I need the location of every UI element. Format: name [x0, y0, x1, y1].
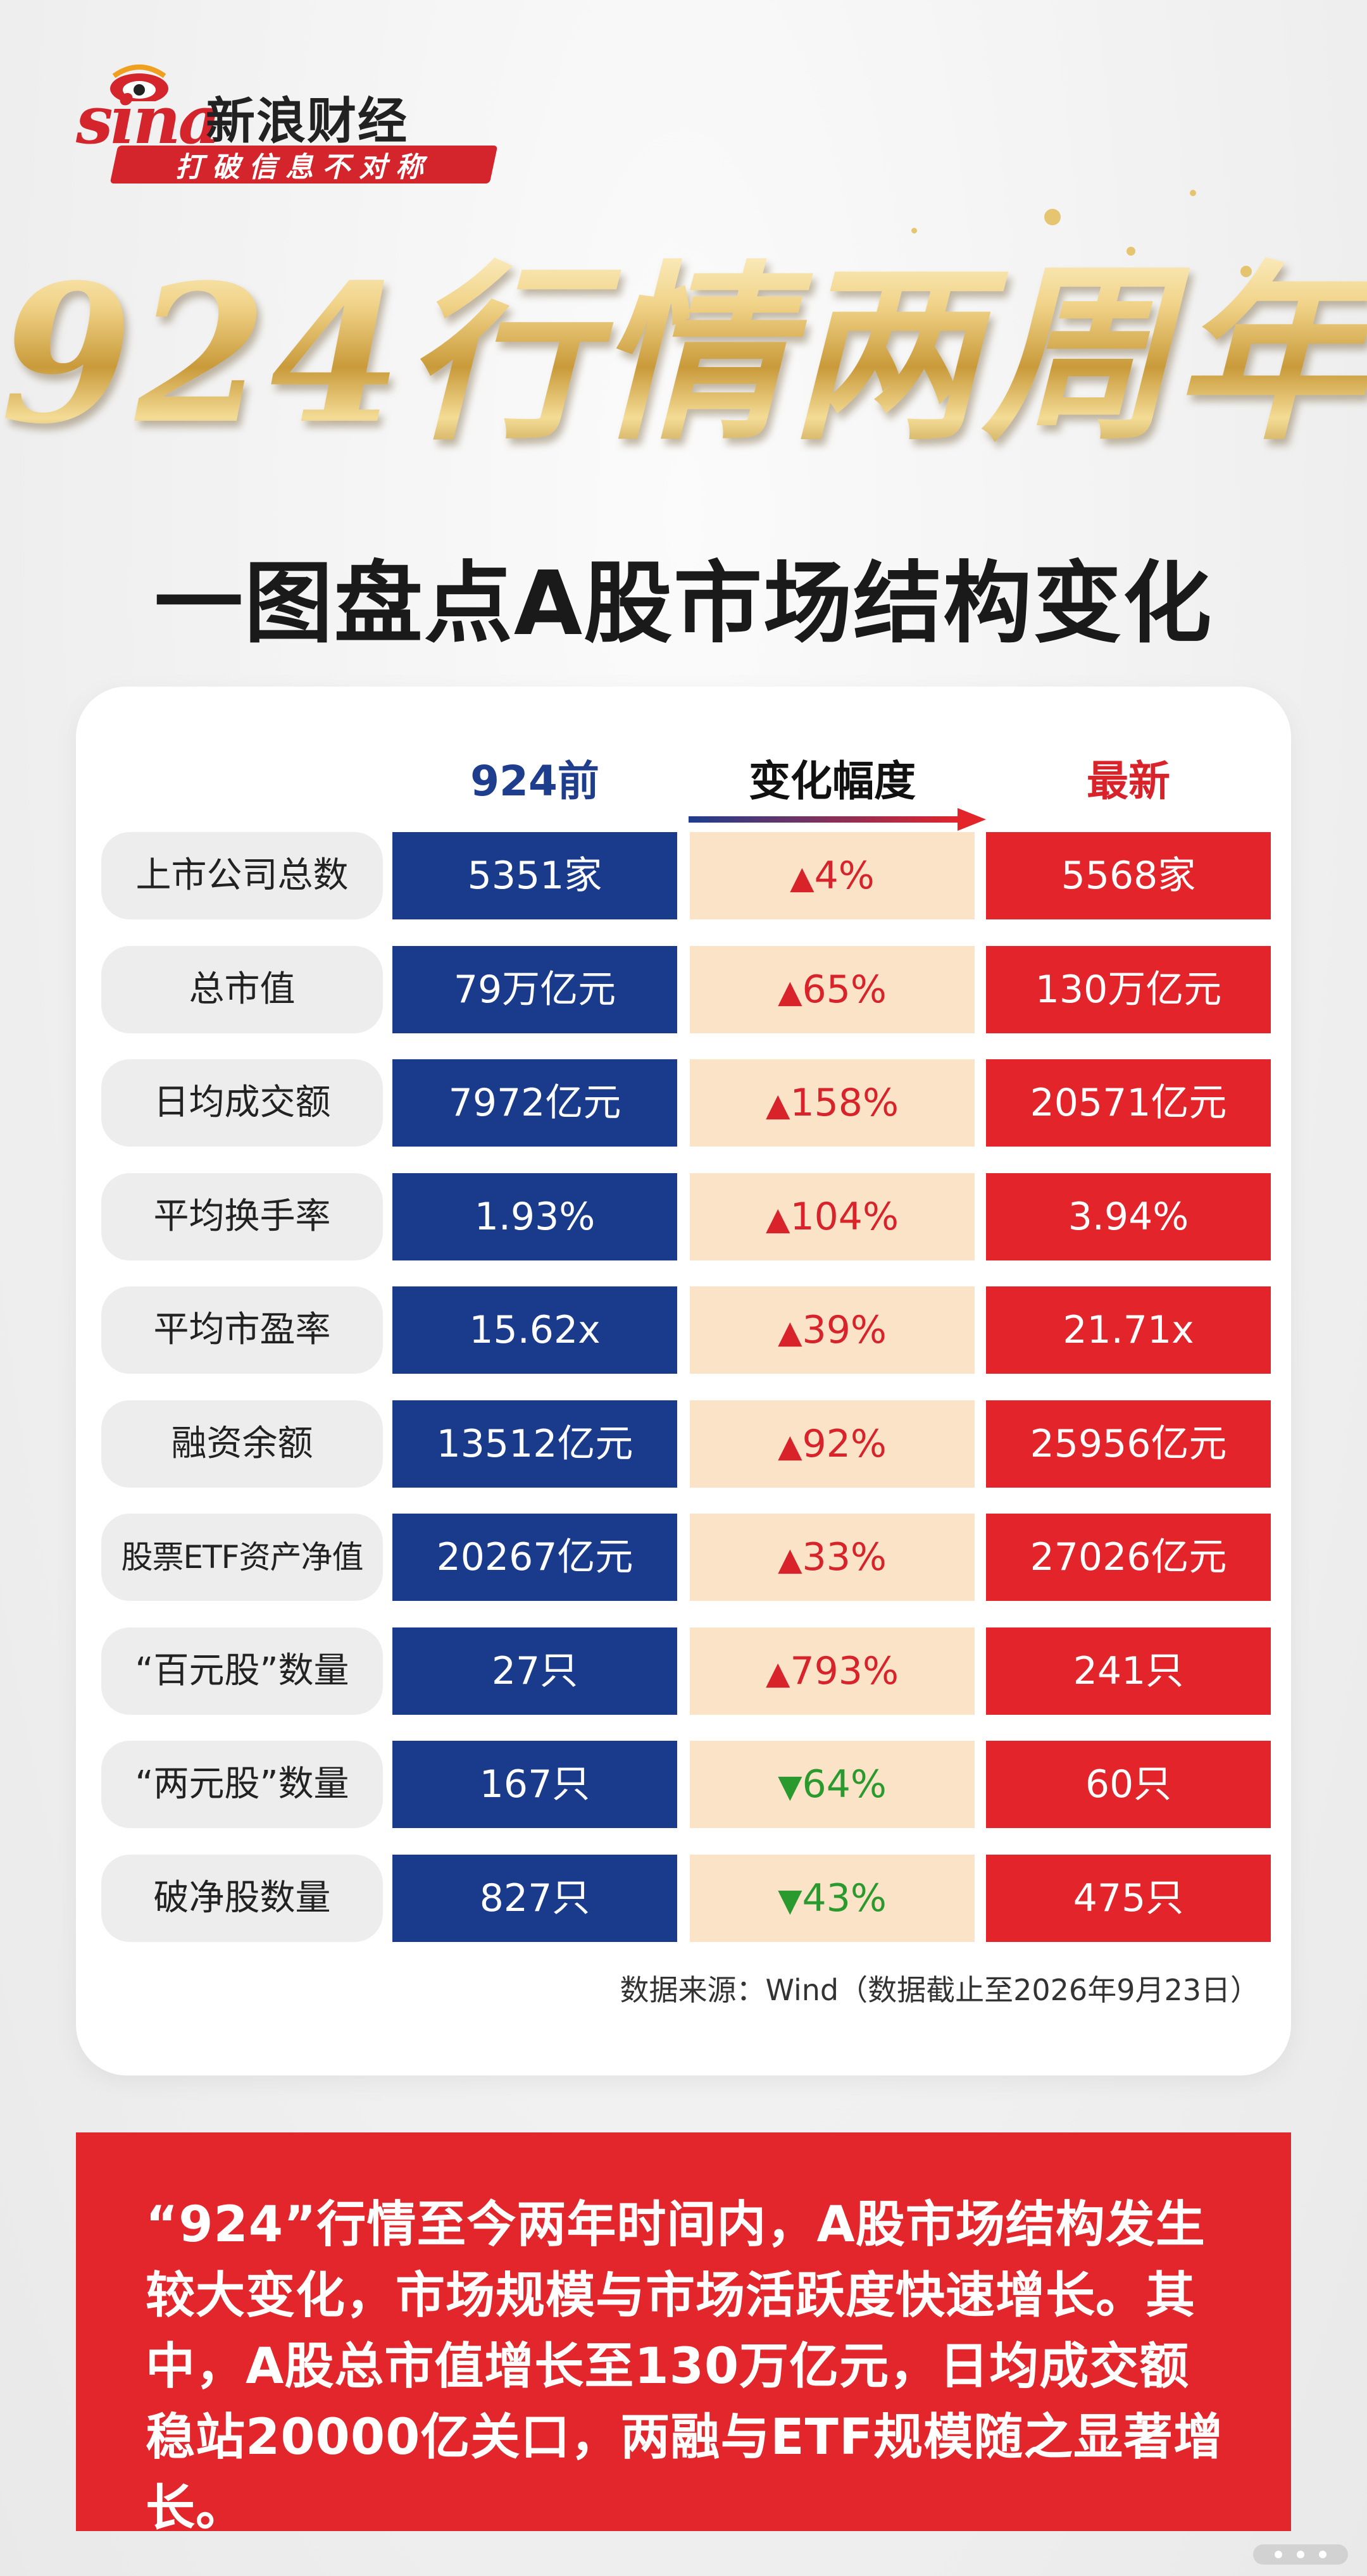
cell-change: ▲39% [690, 1286, 975, 1374]
cell-change: ▲92% [690, 1400, 975, 1488]
triangle-up-icon: ▲ [778, 973, 802, 1010]
cell-latest: 3.94% [986, 1173, 1271, 1260]
change-value: 33% [802, 1535, 887, 1579]
cell-before: 79万亿元 [392, 946, 677, 1033]
cell-before: 20267亿元 [392, 1514, 677, 1601]
brand-slogan: 打破信息不对称 [175, 151, 432, 184]
row-label: “百元股”数量 [101, 1627, 383, 1715]
cell-change: ▲158% [690, 1059, 975, 1147]
triangle-down-icon: ▼ [778, 1882, 802, 1919]
data-source: 数据来源：Wind（数据截止至2026年9月23日） [620, 1973, 1259, 2007]
cell-latest: 241只 [986, 1627, 1271, 1715]
triangle-up-icon: ▲ [778, 1541, 802, 1577]
cell-change: ▼64% [690, 1741, 975, 1828]
brand-slogan-banner: 打破信息不对称 [109, 146, 498, 184]
sina-eye-icon [110, 65, 168, 101]
main-title: 924行情两周年 [0, 228, 1367, 481]
cell-latest: 5568家 [986, 832, 1271, 919]
row-label: 平均市盈率 [101, 1286, 383, 1374]
triangle-up-icon: ▲ [778, 1428, 802, 1464]
brand-name: 新浪财经 [206, 93, 409, 150]
sub-title: 一图盘点A股市场结构变化 [154, 552, 1213, 656]
change-value: 92% [802, 1422, 887, 1466]
cell-before: 7972亿元 [392, 1059, 677, 1147]
cell-latest: 27026亿元 [986, 1514, 1271, 1601]
cell-before: 27只 [392, 1627, 677, 1715]
change-value: 39% [802, 1308, 887, 1352]
change-value: 65% [802, 968, 887, 1012]
summary-text: “924”行情至今两年时间内，A股市场结构发生较大变化，市场规模与市场活跃度快速… [146, 2196, 1224, 2537]
cell-latest: 25956亿元 [986, 1400, 1271, 1488]
row-label: 总市值 [101, 946, 383, 1033]
change-value: 4% [814, 854, 875, 898]
cell-latest: 20571亿元 [986, 1059, 1271, 1147]
cell-before: 827只 [392, 1855, 677, 1942]
row-label: 破净股数量 [101, 1855, 383, 1942]
cell-latest: 21.71x [986, 1286, 1271, 1374]
cell-before: 13512亿元 [392, 1400, 677, 1488]
cell-change: ▲65% [690, 946, 975, 1033]
sina-finance-logo: sina 新浪财经 打破信息不对称 [76, 63, 498, 190]
triangle-up-icon: ▲ [766, 1655, 790, 1691]
cell-change: ▲4% [690, 832, 975, 919]
cell-before: 15.62x [392, 1286, 677, 1374]
cell-change: ▲793% [690, 1627, 975, 1715]
summary-box: “924”行情至今两年时间内，A股市场结构发生较大变化，市场规模与市场活跃度快速… [76, 2132, 1291, 2537]
change-value: 158% [790, 1081, 899, 1125]
gradient-arrow-icon [689, 808, 986, 831]
cell-latest: 60只 [986, 1741, 1271, 1828]
watermark-dots [1253, 2544, 1348, 2565]
cell-latest: 475只 [986, 1855, 1271, 1942]
header-latest: 最新 [1087, 757, 1170, 806]
cell-latest: 130万亿元 [986, 946, 1271, 1033]
triangle-up-icon: ▲ [790, 859, 815, 896]
row-label: “两元股”数量 [101, 1741, 383, 1828]
cell-before: 5351家 [392, 832, 677, 919]
cell-before: 167只 [392, 1741, 677, 1828]
row-label: 平均换手率 [101, 1173, 383, 1260]
change-value: 104% [790, 1195, 899, 1239]
cell-before: 1.93% [392, 1173, 677, 1260]
triangle-up-icon: ▲ [778, 1314, 802, 1350]
triangle-up-icon: ▲ [766, 1200, 790, 1237]
row-label: 上市公司总数 [101, 832, 383, 919]
cell-change: ▲104% [690, 1173, 975, 1260]
triangle-down-icon: ▼ [778, 1768, 802, 1805]
header-change: 变化幅度 [749, 757, 916, 806]
header-before: 924前 [470, 757, 599, 806]
comparison-table: 924前 变化幅度 最新 上市公司总数 5351家 ▲4% 5568家 总市值 79万亿元… [76, 687, 1291, 2075]
change-value: 43% [802, 1876, 887, 1920]
row-label: 股票ETF资产净值 [101, 1514, 383, 1601]
row-label: 日均成交额 [101, 1059, 383, 1147]
triangle-up-icon: ▲ [766, 1086, 790, 1123]
change-value: 64% [802, 1762, 887, 1807]
change-value: 793% [790, 1649, 899, 1693]
row-label: 融资余额 [101, 1400, 383, 1488]
cell-change: ▼43% [690, 1855, 975, 1942]
logo-mark: sina [76, 81, 221, 159]
cell-change: ▲33% [690, 1514, 975, 1601]
